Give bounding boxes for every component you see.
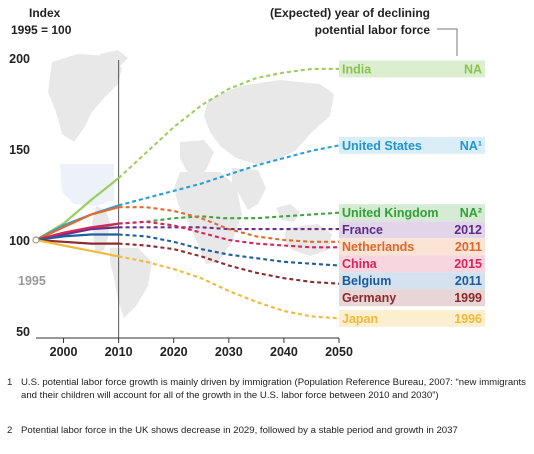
series-projected-india [117,67,339,179]
series-projected-japan [118,255,340,320]
series-actual-japan [35,238,119,258]
footnote-2-number: 2 [7,425,13,436]
series-name-belgium: Belgium [342,274,391,288]
y-tick-label-150: 150 [9,143,30,157]
x-tick-label-2010: 2010 [105,345,133,359]
legend-box-united-states [339,136,485,154]
footnote-1-text: U.S. potential labor force growth is mai… [21,377,526,401]
series-projected-united-kingdom [118,211,340,225]
legend-box-japan [339,309,485,327]
y-tick-label-200: 200 [9,52,30,66]
footnote-1-number: 1 [7,377,13,388]
series-projected-germany [118,242,340,285]
series-name-united-states: United States [342,139,422,153]
series-actual-germany [35,238,119,245]
legend-header-line1: (Expected) year of declining [270,6,430,20]
legend-boxes [339,60,485,327]
legend-box-india [339,60,485,78]
world-map-background [48,50,334,318]
footnote-2-text: Potential labor force in the UK shows de… [21,425,458,436]
legend-box-germany [339,289,485,307]
decline-year-japan: 1996 [454,312,482,326]
x-tick-label-2040: 2040 [270,345,298,359]
legend-box-netherlands [339,238,485,256]
legend-box-belgium [339,272,485,290]
series-name-india: India [342,62,372,76]
series-projected-belgium [118,233,340,267]
decline-year-germany: 1999 [454,291,482,305]
decline-year-belgium: 2011 [455,274,482,288]
series-lines [35,67,340,320]
decline-year-united-states: NA¹ [460,139,482,153]
series-projected-china [118,220,339,249]
series-name-china: China [342,257,378,271]
series-actual-belgium [35,233,119,242]
legend-header-line2: potential labor force [315,23,431,37]
series-actual-netherlands [35,206,119,241]
x-tick-label-2020: 2020 [160,345,188,359]
start-year-label: 1995 [18,274,46,288]
series-name-germany: Germany [342,291,396,305]
series-projected-netherlands [118,206,339,243]
legend-box-china [339,255,485,273]
decline-year-united-kingdom: NA² [460,206,482,220]
legend-header-bracket [437,28,458,56]
x-axis: 2000 2010 2020 2030 2040 2050 [36,337,353,359]
labor-force-chart: Index 1995 = 100 (Expected) year of decl… [9,6,485,359]
legend-box-united-kingdom [339,204,485,222]
y-axis: 50 100 150 200 [9,52,30,339]
footnote-1: 1 U.S. potential labor force growth is m… [7,377,527,402]
y-axis-title: Index 1995 = 100 [11,6,72,37]
y-tick-label-100: 100 [9,234,30,248]
footnote-2: 2 Potential labor force in the UK shows … [7,425,527,438]
series-name-japan: Japan [342,312,378,326]
y-axis-title-line2: 1995 = 100 [11,23,72,37]
series-name-united-kingdom: United Kingdom [342,206,439,220]
y-tick-label-50: 50 [16,325,30,339]
decline-year-france: 2012 [454,223,482,237]
decline-year-china: 2015 [454,257,482,271]
legend-box-france [339,221,485,239]
decline-year-netherlands: 2011 [455,240,482,254]
origin-point [32,236,40,244]
series-actual-china [35,222,119,242]
x-tick-label-2030: 2030 [215,345,243,359]
legend-header: (Expected) year of declining potential l… [270,6,458,56]
x-tick-label-2000: 2000 [50,345,78,359]
decline-year-india: NA [464,62,482,76]
y-axis-title-line1: Index [29,6,61,20]
series-labels: India NA United States NA¹ United Kingdom NA²… [342,62,482,325]
series-projected-united-states [118,144,340,207]
series-name-netherlands: Netherlands [342,240,414,254]
series-name-france: France [342,223,383,237]
x-tick-label-2050: 2050 [325,345,353,359]
